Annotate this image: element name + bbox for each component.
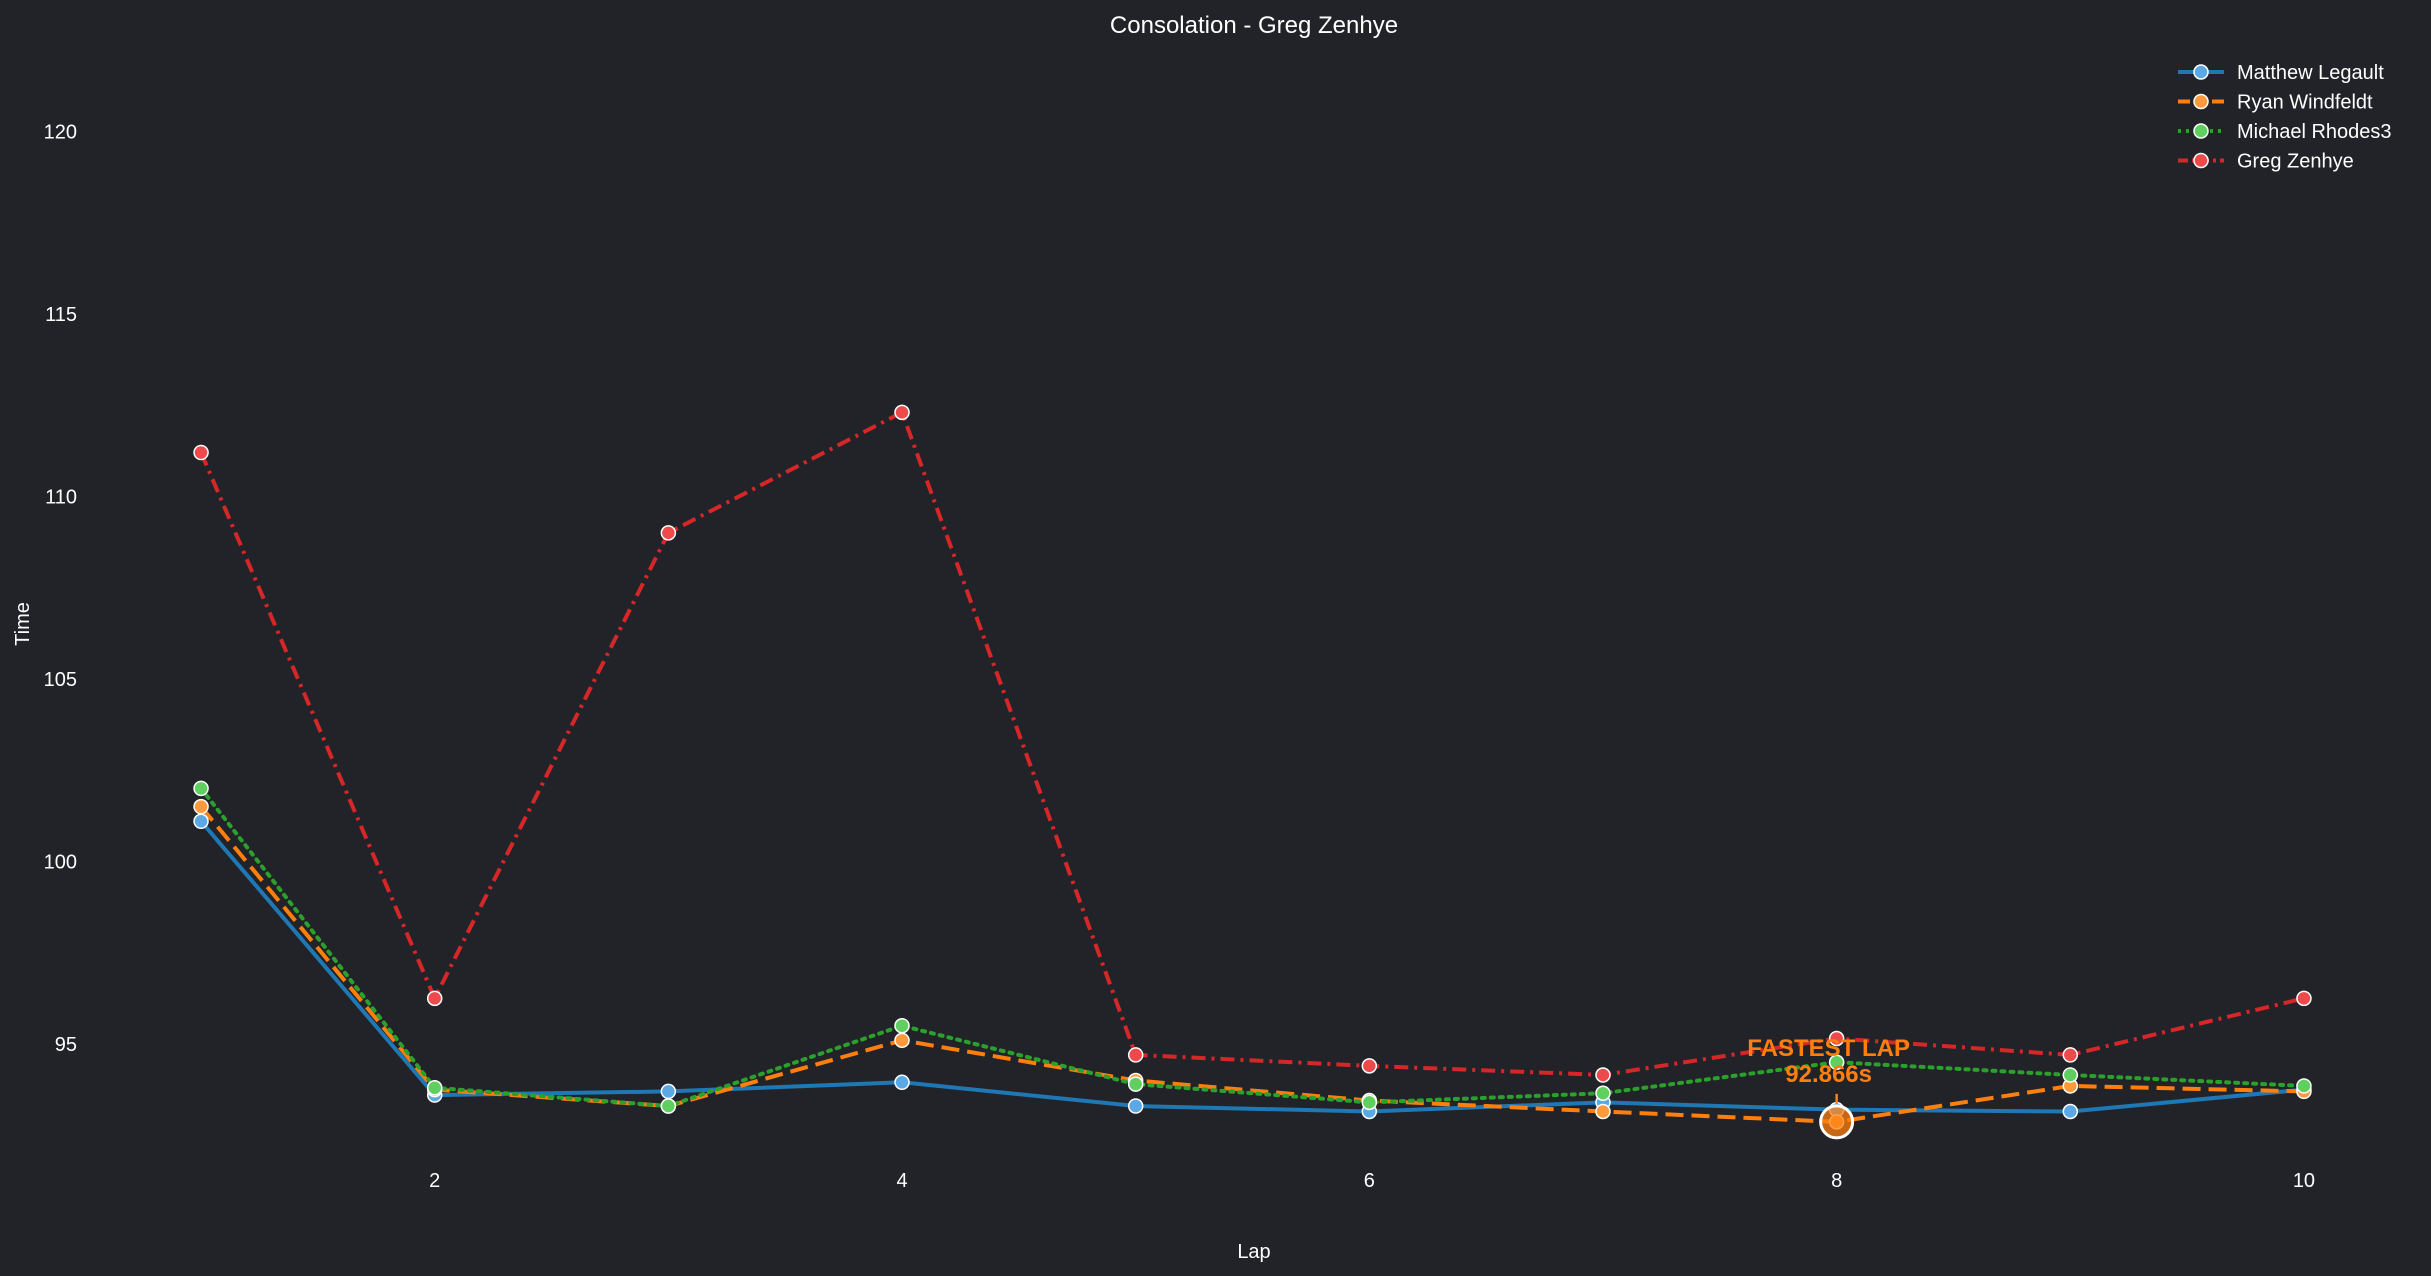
data-point-greg-zenhye [426, 990, 443, 1007]
data-point-michael-rhodes3 [2296, 1078, 2312, 1094]
y-tick-label: 105 [44, 669, 77, 691]
legend-marker-greg-zenhye [2193, 152, 2209, 169]
series-line-michael-rhodes3 [199, 786, 2306, 1109]
data-point-greg-zenhye [1828, 1030, 1845, 1047]
data-point-michael-rhodes3 [1595, 1085, 1611, 1102]
data-point-michael-rhodes3 [894, 1017, 910, 1034]
series-line-greg-zenhye [199, 410, 2305, 1077]
y-tick-label: 95 [55, 1034, 77, 1056]
data-point-greg-zenhye [1595, 1067, 1611, 1083]
data-point-michael-rhodes3 [2062, 1067, 2079, 1083]
data-point-matthew-legault [2062, 1103, 2079, 1120]
data-point-ryan-windfeldt [894, 1032, 910, 1049]
data-point-michael-rhodes3 [1828, 1054, 1845, 1070]
data-point-michael-rhodes3 [1127, 1076, 1144, 1092]
y-axis-ticks: 95 100 105 110 115 120 [44, 121, 77, 1056]
data-point-greg-zenhye [1127, 1047, 1144, 1063]
chart-title: Consolation - Greg Zenhye [1110, 12, 1398, 39]
x-tick-label: 4 [896, 1170, 907, 1192]
legend-label-matthew-legault: Matthew Legault [2237, 62, 2384, 84]
y-tick-label: 120 [44, 121, 77, 143]
x-tick-label: 8 [1831, 1170, 1842, 1192]
series-points [193, 404, 2312, 1130]
legend: Matthew Legault Ryan Windfeldt Michael Rho… [2178, 62, 2392, 173]
legend-label-greg-zenhye: Greg Zenhye [2237, 151, 2354, 173]
legend-label-michael-rhodes3: Michael Rhodes3 [2237, 121, 2392, 143]
fastest-lap-marker [1819, 1104, 1855, 1140]
y-axis-label: Time [12, 602, 34, 646]
fastest-lap-label: FASTEST LAP [1747, 1035, 1910, 1062]
data-point-greg-zenhye [894, 404, 910, 421]
x-tick-label: 10 [2293, 1170, 2315, 1192]
x-axis-ticks: 2 4 6 8 10 [429, 1170, 2315, 1192]
data-point-michael-rhodes3 [426, 1080, 443, 1096]
data-point-ryan-windfeldt [193, 798, 209, 815]
x-tick-label: 6 [1364, 1170, 1375, 1192]
legend-marker-matthew-legault [2193, 64, 2209, 80]
y-tick-label: 110 [45, 486, 77, 508]
data-point-matthew-legault [1127, 1098, 1144, 1114]
data-point-greg-zenhye [2062, 1047, 2079, 1063]
series-lines [199, 410, 2306, 1124]
data-point-greg-zenhye [660, 525, 677, 541]
x-tick-label: 2 [429, 1170, 440, 1192]
series-line-matthew-legault [199, 819, 2305, 1114]
data-point-greg-zenhye [2296, 990, 2312, 1007]
y-tick-label: 100 [44, 851, 77, 873]
data-point-ryan-windfeldt [1595, 1103, 1611, 1120]
data-point-greg-zenhye [193, 444, 209, 461]
data-point-matthew-legault [193, 813, 209, 830]
x-axis-label: Lap [1237, 1241, 1270, 1263]
legend-label-ryan-windfeldt: Ryan Windfeldt [2237, 92, 2373, 114]
legend-marker-ryan-windfeldt [2193, 93, 2209, 110]
legend-marker-michael-rhodes3 [2193, 123, 2209, 139]
y-tick-label: 115 [45, 304, 77, 326]
data-point-matthew-legault [660, 1083, 677, 1100]
data-point-matthew-legault [894, 1074, 910, 1091]
data-point-michael-rhodes3 [1361, 1094, 1378, 1111]
data-point-greg-zenhye [1361, 1058, 1378, 1074]
data-point-michael-rhodes3 [193, 780, 209, 797]
data-point-michael-rhodes3 [660, 1098, 677, 1114]
fastest-lap-value: 92.866s [1785, 1061, 1872, 1088]
